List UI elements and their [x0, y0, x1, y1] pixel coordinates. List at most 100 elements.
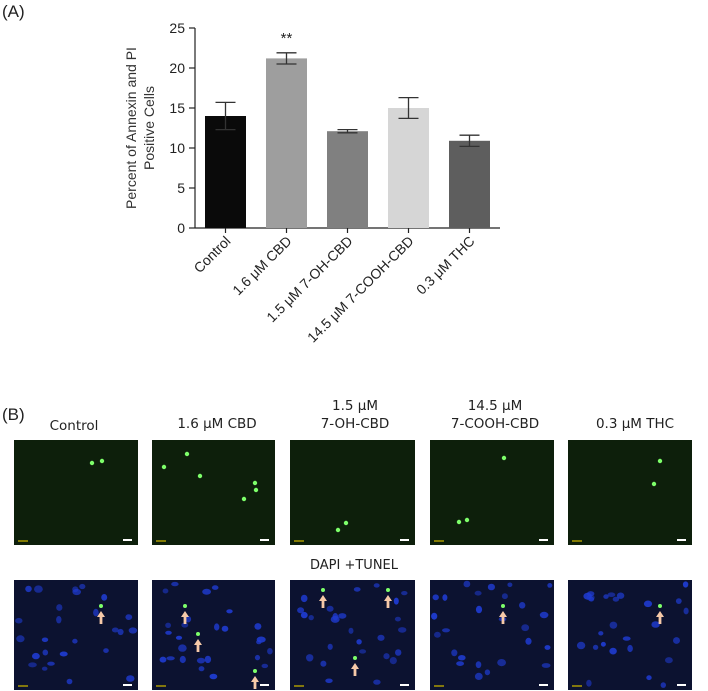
dapi-nucleus	[521, 624, 530, 632]
dapi-nucleus	[117, 628, 124, 636]
dapi-nucleus	[673, 637, 680, 644]
dapi-nucleus	[487, 583, 495, 591]
dapi-nucleus	[326, 605, 334, 612]
scale-bar	[260, 684, 269, 686]
dapi-nucleus	[171, 581, 179, 587]
dapi-nucleus	[356, 639, 362, 645]
dapi-nucleus	[308, 615, 314, 621]
scale-text-mark	[156, 685, 166, 687]
dapi-tunel-micrograph	[430, 580, 554, 690]
dapi-tunel-micrograph	[290, 580, 415, 690]
tunel-positive-dot	[335, 527, 341, 533]
dapi-nucleus	[165, 630, 172, 635]
scale-text-mark	[434, 685, 444, 687]
dapi-nucleus	[128, 627, 138, 634]
tunel-positive-dot	[501, 455, 507, 461]
tunel-positive-dot	[658, 604, 662, 608]
tunel-positive-dot	[464, 517, 470, 523]
dapi-nucleus	[616, 592, 625, 599]
tunel-positive-dot	[161, 464, 167, 470]
dapi-nucleus	[576, 641, 586, 650]
tunel-micrograph	[14, 440, 138, 545]
tunel-positive-dot	[252, 480, 258, 486]
dapi-nucleus	[202, 588, 211, 595]
dapi-nucleus	[103, 648, 109, 653]
dapi-nucleus	[484, 669, 491, 676]
dapi-nucleus	[451, 649, 458, 657]
dapi-nucleus	[159, 656, 167, 663]
dapi-nucleus	[327, 643, 333, 650]
dapi-nucleus	[325, 678, 333, 684]
dapi-nucleus	[162, 588, 169, 594]
tunel-positive-dot	[343, 520, 349, 526]
dapi-nucleus	[622, 636, 631, 641]
dapi-nucleus	[474, 590, 482, 596]
scale-text-mark	[572, 685, 582, 687]
dapi-nucleus	[166, 656, 175, 661]
dapi-nucleus	[196, 657, 206, 664]
dapi-nucleus	[320, 660, 327, 667]
dapi-nucleus	[66, 678, 73, 685]
dapi-nucleus	[383, 653, 390, 660]
dapi-nucleus	[475, 661, 482, 669]
dapi-nucleus	[507, 582, 513, 588]
dapi-nucleus	[627, 644, 633, 653]
dapi-nucleus	[539, 611, 549, 619]
dapi-nucleus	[609, 647, 617, 655]
dapi-nucleus	[198, 666, 205, 672]
y-axis-label: Positive Cells	[141, 86, 157, 170]
micro-col-label-cbd: 1.6 μM CBD	[177, 416, 257, 432]
tunel-positive-dot	[386, 588, 390, 592]
arrow-up-icon	[499, 611, 507, 624]
dapi-nucleus	[389, 657, 397, 665]
dapi-nucleus	[474, 672, 483, 680]
dapi-nucleus	[338, 613, 347, 619]
dapi-tunel-micrograph	[568, 580, 692, 690]
dapi-nucleus	[497, 659, 506, 667]
dapi-nucleus	[353, 587, 361, 592]
scale-text-mark	[18, 685, 28, 687]
dapi-tunel-micrograph	[152, 580, 275, 690]
dapi-nucleus	[111, 627, 119, 633]
micro-col-label-7oh-cbd: 1.5 μM 7-OH-CBD	[320, 398, 390, 432]
x-tick-label: 14.5 μM 7-COOH-CBD	[304, 233, 417, 345]
dapi-nucleus	[586, 594, 595, 601]
dapi-nucleus	[643, 600, 653, 608]
dapi-nucleus	[463, 580, 471, 588]
tunel-micrograph	[568, 440, 692, 545]
dapi-nucleus	[34, 585, 43, 593]
dapi-nucleus	[214, 623, 220, 631]
dapi-nucleus	[398, 627, 407, 633]
dapi-nucleus	[256, 639, 262, 645]
scale-bar	[539, 539, 548, 541]
tunel-positive-dot	[99, 604, 103, 608]
dapi-nucleus	[56, 616, 62, 624]
dapi-nucleus	[442, 594, 448, 601]
tunel-positive-dot	[183, 604, 187, 608]
tunel-micrograph	[152, 440, 275, 545]
dapi-nucleus	[42, 649, 49, 656]
dapi-nucleus	[675, 598, 682, 604]
panel-a-label: (A)	[2, 2, 25, 21]
tunel-positive-dot	[89, 460, 95, 466]
tunel-positive-dot	[651, 481, 657, 487]
arrow-up-icon	[319, 595, 327, 608]
y-tick-label: 10	[169, 140, 185, 156]
y-tick-label: 0	[177, 220, 185, 236]
scale-bar	[539, 684, 548, 686]
scale-bar	[400, 539, 409, 541]
dapi-nucleus	[261, 663, 269, 669]
dapi-nucleus	[125, 614, 133, 620]
dapi-nucleus	[32, 652, 40, 660]
dapi-nucleus	[373, 679, 381, 685]
dapi-nucleus	[592, 644, 599, 650]
micro-col-label-7cooh-cbd: 14.5 μM 7-COOH-CBD	[450, 398, 540, 432]
scale-bar	[677, 684, 686, 686]
dapi-nucleus	[541, 663, 551, 668]
dapi-nucleus	[586, 679, 592, 687]
dapi-nucleus	[598, 631, 604, 636]
scale-bar	[260, 539, 269, 541]
dapi-nucleus	[179, 655, 186, 664]
tunel-positive-dot	[241, 496, 247, 502]
dapi-nucleus	[665, 657, 673, 664]
